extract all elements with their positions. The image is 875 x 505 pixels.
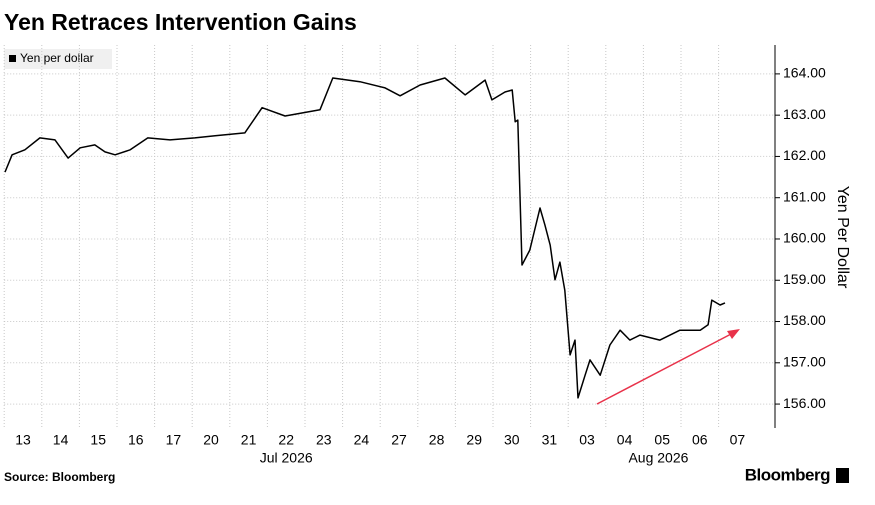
x-tick-label: 07: [730, 432, 746, 448]
x-tick-label: 24: [354, 432, 370, 448]
trend-arrow: [596, 332, 734, 405]
month-label: Aug 2026: [628, 450, 688, 466]
y-tick-label: 162.00: [783, 147, 826, 163]
x-tick-label: 31: [542, 432, 558, 448]
month-label: Jul 2026: [260, 450, 313, 466]
y-tick-label: 159.00: [783, 271, 826, 287]
x-tick-label: 28: [429, 432, 445, 448]
x-tick-label: 29: [466, 432, 482, 448]
brand: Bloomberg: [745, 465, 830, 484]
x-tick-label: 14: [53, 432, 69, 448]
y-tick-label: 156.00: [783, 395, 826, 411]
x-tick-label: 17: [166, 432, 182, 448]
y-axis-label: Yen Per Dollar: [834, 186, 851, 289]
x-tick-label: 05: [654, 432, 670, 448]
y-tick-label: 164.00: [783, 65, 826, 81]
x-tick-label: 27: [391, 432, 407, 448]
x-tick-label: 03: [579, 432, 595, 448]
chart-title: Yen Retraces Intervention Gains: [4, 9, 357, 35]
legend-box: [4, 49, 112, 69]
x-tick-label: 15: [90, 432, 106, 448]
price-line: [4, 77, 726, 399]
brand-icon: [836, 468, 849, 483]
x-tick-label: 16: [128, 432, 144, 448]
source: Source: Bloomberg: [4, 470, 115, 484]
y-tick-label: 160.00: [783, 230, 826, 246]
legend-label: Yen per dollar: [20, 51, 94, 65]
x-tick-label: 04: [617, 432, 633, 448]
y-tick-label: 157.00: [783, 353, 826, 369]
x-tick-label: 22: [278, 432, 294, 448]
x-tick-label: 13: [15, 432, 31, 448]
x-tick-label: 20: [203, 432, 219, 448]
x-tick-label: 21: [241, 432, 257, 448]
x-tick-label: 06: [692, 432, 708, 448]
trend-arrow-head: [727, 329, 740, 339]
y-tick-label: 161.00: [783, 188, 826, 204]
y-tick-label: 158.00: [783, 312, 826, 328]
legend-swatch: [9, 55, 16, 62]
x-tick-label: 30: [504, 432, 520, 448]
y-tick-label: 163.00: [783, 106, 826, 122]
x-tick-label: 23: [316, 432, 332, 448]
